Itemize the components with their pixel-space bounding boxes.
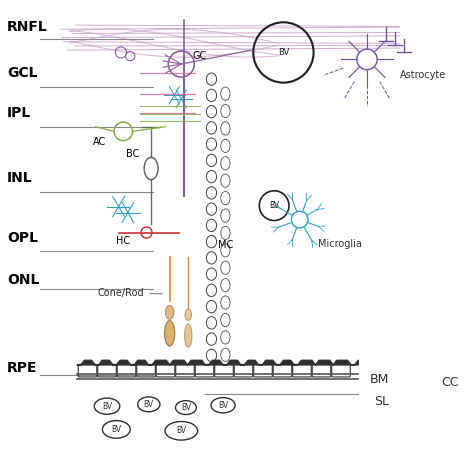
Text: RNFL: RNFL	[7, 20, 48, 34]
Text: ONL: ONL	[7, 273, 40, 287]
Ellipse shape	[164, 320, 175, 346]
Text: Microglia: Microglia	[318, 240, 362, 249]
Text: BV: BV	[144, 400, 154, 409]
Text: MC: MC	[219, 241, 234, 250]
Text: BV: BV	[176, 426, 186, 435]
Text: SL: SL	[374, 395, 389, 408]
Text: BV: BV	[218, 401, 228, 410]
Text: BV: BV	[269, 201, 279, 210]
Text: Cone/Rod: Cone/Rod	[98, 288, 162, 298]
Text: BM: BM	[369, 373, 389, 386]
Text: BV: BV	[111, 425, 121, 434]
Text: BV: BV	[278, 48, 289, 57]
Text: OPL: OPL	[7, 231, 38, 245]
Text: AC: AC	[93, 137, 106, 147]
Ellipse shape	[184, 324, 192, 347]
Text: BV: BV	[181, 403, 191, 412]
Text: IPL: IPL	[7, 106, 31, 120]
Ellipse shape	[165, 305, 174, 319]
Text: BV: BV	[102, 402, 112, 410]
Text: GC: GC	[193, 51, 207, 62]
Text: HC: HC	[116, 236, 130, 246]
Text: Astrocyte: Astrocyte	[400, 70, 446, 80]
Text: RPE: RPE	[7, 361, 38, 375]
Text: CC: CC	[441, 375, 459, 389]
Text: GCL: GCL	[7, 66, 38, 80]
Text: INL: INL	[7, 171, 33, 185]
Ellipse shape	[185, 309, 191, 320]
Text: BC: BC	[126, 149, 139, 159]
